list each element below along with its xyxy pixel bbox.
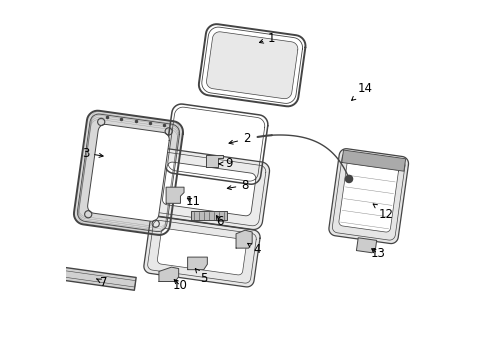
Polygon shape bbox=[166, 187, 184, 203]
Polygon shape bbox=[329, 149, 409, 244]
Polygon shape bbox=[74, 111, 183, 235]
Polygon shape bbox=[149, 148, 270, 230]
Text: 6: 6 bbox=[216, 215, 223, 228]
Circle shape bbox=[345, 175, 353, 183]
Text: 14: 14 bbox=[352, 82, 372, 100]
Polygon shape bbox=[163, 162, 256, 216]
Text: 3: 3 bbox=[82, 147, 103, 159]
Polygon shape bbox=[188, 257, 207, 270]
Text: 5: 5 bbox=[196, 269, 207, 285]
Polygon shape bbox=[88, 125, 169, 221]
Text: 2: 2 bbox=[229, 132, 250, 145]
Polygon shape bbox=[339, 160, 398, 232]
Polygon shape bbox=[159, 267, 179, 282]
Polygon shape bbox=[191, 211, 227, 220]
Polygon shape bbox=[356, 238, 377, 253]
Text: 12: 12 bbox=[373, 204, 394, 221]
Polygon shape bbox=[60, 267, 136, 290]
Text: 1: 1 bbox=[259, 32, 276, 45]
Text: 13: 13 bbox=[370, 247, 385, 260]
Text: 10: 10 bbox=[173, 279, 188, 292]
Text: 4: 4 bbox=[248, 243, 261, 256]
Polygon shape bbox=[205, 155, 223, 167]
Polygon shape bbox=[206, 32, 298, 99]
Text: 7: 7 bbox=[97, 276, 107, 289]
Polygon shape bbox=[157, 229, 246, 275]
Text: 11: 11 bbox=[186, 195, 200, 208]
Polygon shape bbox=[144, 216, 260, 287]
Polygon shape bbox=[236, 230, 252, 248]
Text: 8: 8 bbox=[227, 179, 249, 192]
Text: 9: 9 bbox=[219, 157, 233, 170]
Polygon shape bbox=[342, 150, 406, 171]
